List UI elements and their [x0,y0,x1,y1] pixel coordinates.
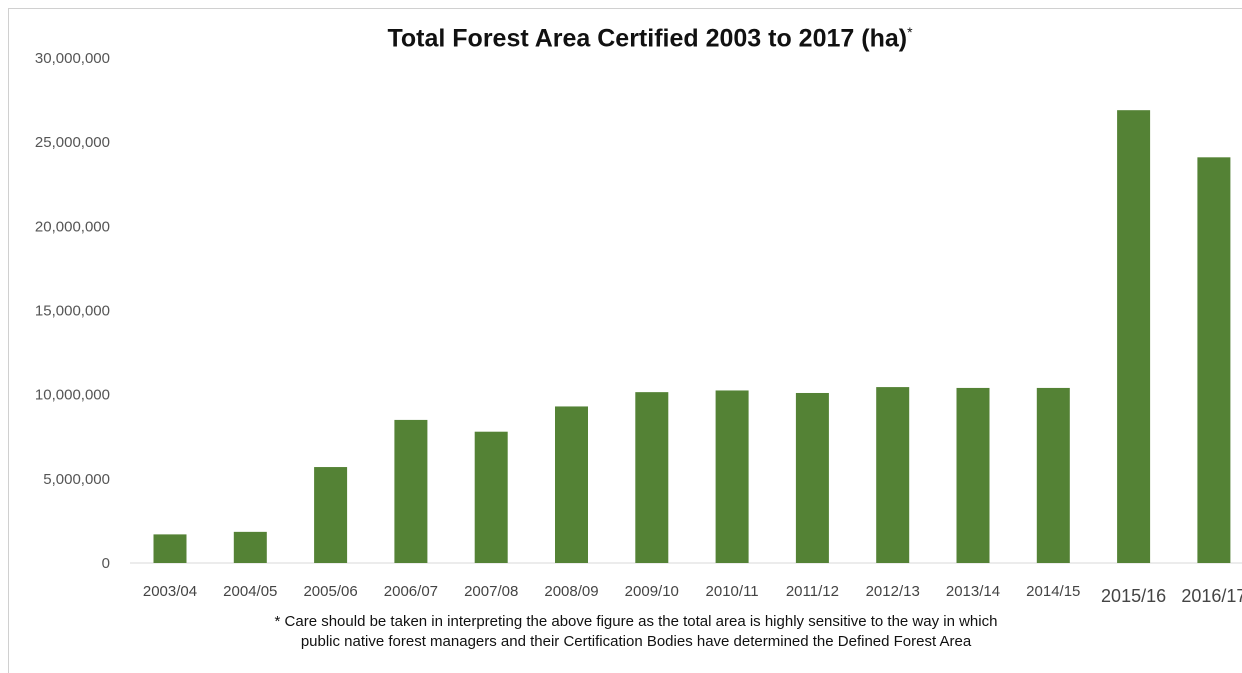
x-tick-label: 2009/10 [625,583,679,600]
bar-2006-07 [394,420,427,563]
bar-2003-04 [154,534,187,563]
y-tick-label: 20,000,000 [35,218,110,235]
x-tick-label: 2011/12 [786,583,839,600]
y-axis: 0 5,000,000 10,000,000 15,000,000 20,000,000… [35,50,110,572]
y-tick-label: 15,000,000 [35,303,110,320]
bar-2014-15 [1037,388,1070,563]
y-tick-label: 30,000,000 [35,50,110,67]
y-tick-label: 25,000,000 [35,134,110,151]
footnote: * Care should be taken in interpreting t… [0,612,1242,652]
bar-2009-10 [635,392,668,563]
bar-2012-13 [876,387,909,563]
bar-2010-11 [716,390,749,563]
x-tick-label: 2015/16 [1101,586,1166,606]
bar-2008-09 [555,406,588,563]
bar-2011-12 [796,393,829,563]
x-tick-label: 2006/07 [384,583,438,600]
x-tick-label: 2003/04 [143,583,197,600]
y-tick-label: 10,000,000 [35,387,110,404]
bar-2005-06 [314,467,347,563]
x-tick-label: 2008/09 [544,583,598,600]
x-tick-label: 2016/17 [1181,586,1242,606]
x-axis: 2003/04 2004/05 2005/06 2006/07 2007/08 2008/… [143,583,1242,606]
x-tick-label: 2007/08 [464,583,518,600]
bar-2015-16 [1117,110,1150,563]
y-tick-label: 5,000,000 [43,471,110,488]
x-tick-label: 2010/11 [706,583,759,600]
x-tick-label: 2012/13 [866,583,920,600]
bar-2016-17 [1197,157,1230,563]
bar-2013-14 [957,388,990,563]
bar-2004-05 [234,532,267,563]
x-tick-label: 2004/05 [223,583,277,600]
bar-2007-08 [475,432,508,563]
footnote-line-1: * Care should be taken in interpreting t… [0,612,1242,632]
x-tick-label: 2005/06 [303,583,357,600]
x-tick-label: 2014/15 [1026,583,1080,600]
y-tick-label: 0 [102,555,110,572]
bar-group [154,110,1231,563]
x-tick-label: 2013/14 [946,583,1000,600]
footnote-line-2: public native forest managers and their … [0,632,1242,652]
